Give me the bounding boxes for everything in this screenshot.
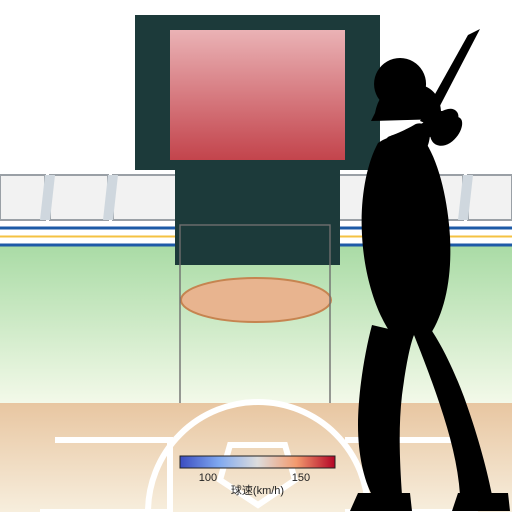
pitchers-mound	[181, 278, 331, 322]
scene-svg: 100 150 球速(km/h)	[0, 0, 512, 512]
stand-panel	[0, 175, 45, 220]
legend-axis-label: 球速(km/h)	[231, 483, 284, 497]
legend-tick: 150	[292, 472, 310, 484]
stand-panel	[468, 175, 512, 220]
legend-tick: 100	[199, 472, 217, 484]
scoreboard-lower	[175, 170, 340, 265]
legend-colorbar	[180, 456, 335, 468]
stand-panel	[50, 175, 108, 220]
scoreboard-screen	[170, 30, 345, 160]
stage: 100 150 球速(km/h)	[0, 0, 512, 512]
stand-panel	[113, 175, 183, 220]
